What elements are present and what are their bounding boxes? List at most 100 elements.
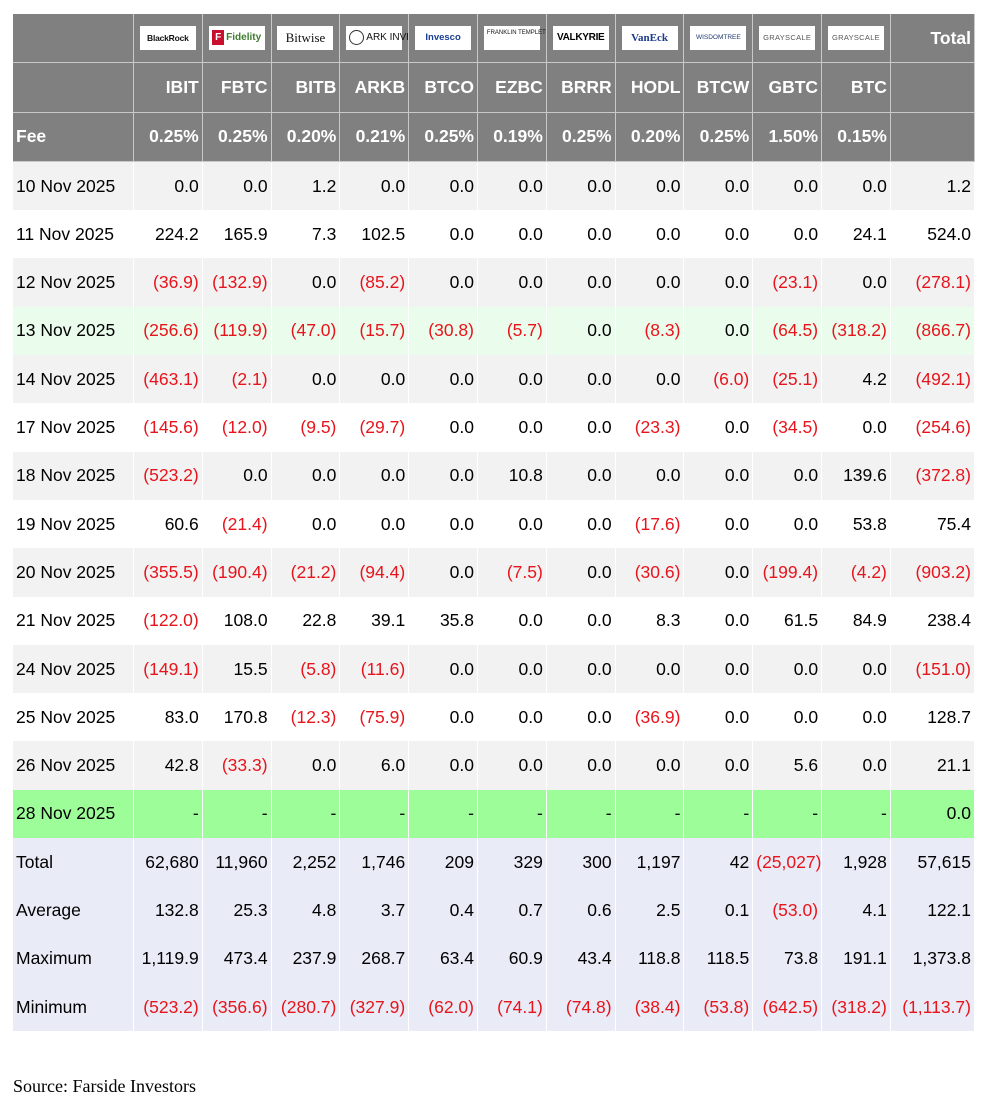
row-date: 17 Nov 2025 (13, 403, 134, 452)
flow-cell: 0.0 (821, 161, 891, 211)
issuer-logo-cell: FRANKLIN TEMPLETON (477, 14, 547, 64)
row-date: 21 Nov 2025 (13, 596, 134, 645)
flow-cell: - (271, 789, 341, 839)
flow-cell: 60.6 (133, 499, 203, 549)
total-fee-empty-cell (890, 112, 976, 162)
summary-total: (1,113.7) (890, 982, 976, 1032)
summary-cell: 132.8 (133, 886, 203, 935)
summary-cell: (318.2) (821, 982, 891, 1032)
flow-cell: - (133, 789, 203, 839)
flow-cell: 0.0 (546, 451, 616, 500)
flow-cell: 0.0 (683, 548, 754, 597)
flow-cell: 15.5 (202, 644, 272, 694)
issuer-logo-text: Fidelity (226, 32, 262, 44)
header-empty-cell (13, 14, 134, 64)
summary-row-minimum: Minimum (523.2) (356.6) (280.7) (327.9) (62.0… (13, 982, 976, 1032)
flow-cell: (33.3) (202, 741, 272, 790)
summary-cell: 2.5 (615, 886, 685, 935)
flow-cell: 5.6 (752, 741, 823, 790)
fee-value: 0.19% (477, 112, 547, 162)
row-total: 21.1 (890, 741, 976, 790)
flow-cell: 0.0 (546, 306, 616, 356)
flow-cell: 0.0 (546, 548, 616, 597)
flow-cell: (30.8) (408, 306, 478, 356)
summary-cell: 0.1 (683, 886, 754, 935)
ticker-btcw: BTCW (683, 62, 754, 113)
flow-cell: 0.0 (133, 161, 203, 211)
flow-cell: 170.8 (202, 693, 272, 742)
flow-cell: 4.2 (821, 355, 891, 404)
flow-cell: 0.0 (752, 451, 823, 500)
flow-cell: (15.7) (339, 306, 410, 356)
fee-value: 0.25% (546, 112, 616, 162)
row-total: (151.0) (890, 644, 976, 694)
summary-label: Maximum (13, 934, 134, 983)
row-total: 128.7 (890, 693, 976, 742)
summary-total: 1,373.8 (890, 934, 976, 983)
summary-cell: 4.1 (821, 886, 891, 935)
flow-cell: (85.2) (339, 258, 410, 307)
flow-cell: 6.0 (339, 741, 410, 790)
flow-cell: 0.0 (752, 161, 823, 211)
fee-label: Fee (13, 112, 134, 162)
summary-cell: 300 (546, 838, 616, 887)
issuer-logo-cell: ARK INVEST (339, 14, 410, 64)
flow-cell: - (683, 789, 754, 839)
row-date: 13 Nov 2025 (13, 306, 134, 356)
flow-cell: 22.8 (271, 596, 341, 645)
summary-cell: 473.4 (202, 934, 272, 983)
flow-cell: 1.2 (271, 161, 341, 211)
row-date: 24 Nov 2025 (13, 644, 134, 694)
flow-cell: 0.0 (821, 693, 891, 742)
flow-cell: (23.1) (752, 258, 823, 307)
flow-cell: - (546, 789, 616, 839)
flow-cell: 0.0 (546, 644, 616, 694)
franklin-templeton-logo: FRANKLIN TEMPLETON (483, 26, 545, 51)
flow-cell: (75.9) (339, 693, 410, 742)
flow-cell: (11.6) (339, 644, 410, 694)
table-row: 10 Nov 2025 0.0 0.0 1.2 0.0 0.0 0.0 0.0 0.0 0.0 0.… (13, 161, 976, 211)
summary-cell: (523.2) (133, 982, 203, 1032)
flow-cell: (36.9) (133, 258, 203, 307)
flow-cell: (12.3) (271, 693, 341, 742)
row-total: (866.7) (890, 306, 976, 356)
ticker-btc: BTC (821, 62, 891, 113)
summary-cell: 1,119.9 (133, 934, 203, 983)
summary-cell: 60.9 (477, 934, 547, 983)
summary-cell: 73.8 (752, 934, 823, 983)
flow-cell: 0.0 (477, 403, 547, 452)
flow-cell: 0.0 (615, 741, 685, 790)
fee-value: 1.50% (752, 112, 823, 162)
flow-cell: (463.1) (133, 355, 203, 404)
flow-cell: 0.0 (683, 258, 754, 307)
flow-cell: 0.0 (546, 741, 616, 790)
flow-cell: 0.0 (683, 693, 754, 742)
flow-cell: 0.0 (477, 693, 547, 742)
flow-cell: 0.0 (408, 161, 478, 211)
total-header: Total (890, 14, 976, 64)
flow-cell: 0.0 (477, 210, 547, 259)
flow-cell: 0.0 (821, 403, 891, 452)
issuer-logo-cell: Invesco (408, 14, 478, 64)
flow-cell: 0.0 (339, 355, 410, 404)
row-date: 18 Nov 2025 (13, 451, 134, 500)
grayscale-logo: GRAYSCALE (759, 26, 816, 51)
vaneck-logo: VanEck (621, 26, 678, 51)
fee-value: 0.25% (683, 112, 754, 162)
issuer-logo-cell: VALKYRIE (546, 14, 616, 64)
summary-cell: 0.4 (408, 886, 478, 935)
flow-cell: 0.0 (821, 258, 891, 307)
flow-cell: 0.0 (202, 451, 272, 500)
summary-total: 57,615 (890, 838, 976, 887)
flow-cell: 53.8 (821, 499, 891, 549)
flow-cell: (7.5) (477, 548, 547, 597)
flow-cell: (30.6) (615, 548, 685, 597)
fee-value: 0.20% (615, 112, 685, 162)
ticker-btco: BTCO (408, 62, 478, 113)
flow-cell: 0.0 (477, 355, 547, 404)
flow-cell: (8.3) (615, 306, 685, 356)
issuer-logo-cell: WISDOMTREE (683, 14, 754, 64)
summary-cell: 329 (477, 838, 547, 887)
